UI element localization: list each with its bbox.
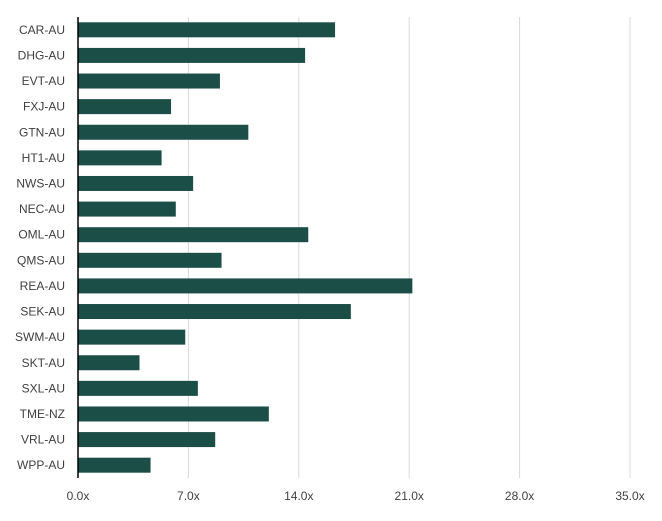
x-tick-label: 14.0x <box>284 489 313 503</box>
category-label: REA-AU <box>20 279 65 293</box>
category-label: FXJ-AU <box>23 100 65 114</box>
x-tick-label: 0.0x <box>67 489 90 503</box>
category-label: SXL-AU <box>22 381 65 395</box>
x-tick-label: 35.0x <box>615 489 644 503</box>
category-label: TME-NZ <box>20 407 65 421</box>
category-label: DHG-AU <box>18 48 65 62</box>
bar-car-au <box>78 22 336 38</box>
category-label: CAR-AU <box>19 23 65 37</box>
bar-oml-au <box>78 227 309 243</box>
category-label: GTN-AU <box>19 125 65 139</box>
category-label: NEC-AU <box>19 202 65 216</box>
bar-sxl-au <box>78 380 198 396</box>
x-tick-label: 7.0x <box>177 489 200 503</box>
bar-rea-au <box>78 278 413 294</box>
category-label: SEK-AU <box>20 305 65 319</box>
bar-skt-au <box>78 355 140 371</box>
bar-dhg-au <box>78 47 306 63</box>
category-label: SWM-AU <box>15 330 65 344</box>
x-tick-label: 21.0x <box>395 489 424 503</box>
bars <box>78 22 413 473</box>
category-label: VRL-AU <box>21 433 65 447</box>
bar-wpp-au <box>78 457 151 473</box>
category-label: NWS-AU <box>16 176 65 190</box>
category-label: WPP-AU <box>17 458 65 472</box>
category-label: QMS-AU <box>17 253 65 267</box>
category-label: OML-AU <box>18 228 65 242</box>
bar-vrl-au <box>78 432 216 448</box>
bar-gtn-au <box>78 124 249 140</box>
category-label: SKT-AU <box>22 356 65 370</box>
bar-evt-au <box>78 73 220 89</box>
x-tick-label: 28.0x <box>505 489 534 503</box>
category-labels: CAR-AU DHG-AU EVT-AU FXJ-AU GTN-AU HT1-AU NWS-… <box>15 23 65 472</box>
category-label: EVT-AU <box>22 74 65 88</box>
bar-swm-au <box>78 329 186 345</box>
bar-fxj-au <box>78 99 172 115</box>
gridlines <box>187 17 631 478</box>
bar-nws-au <box>78 175 194 191</box>
bar-ht1-au <box>78 150 162 166</box>
category-label: HT1-AU <box>22 151 65 165</box>
bar-nec-au <box>78 201 176 217</box>
bar-sek-au <box>78 304 351 320</box>
x-tick-labels: 0.0x 7.0x 14.0x 21.0x 28.0x 35.0x <box>67 489 645 503</box>
bar-qms-au <box>78 252 222 268</box>
bar-tme-nz <box>78 406 269 422</box>
